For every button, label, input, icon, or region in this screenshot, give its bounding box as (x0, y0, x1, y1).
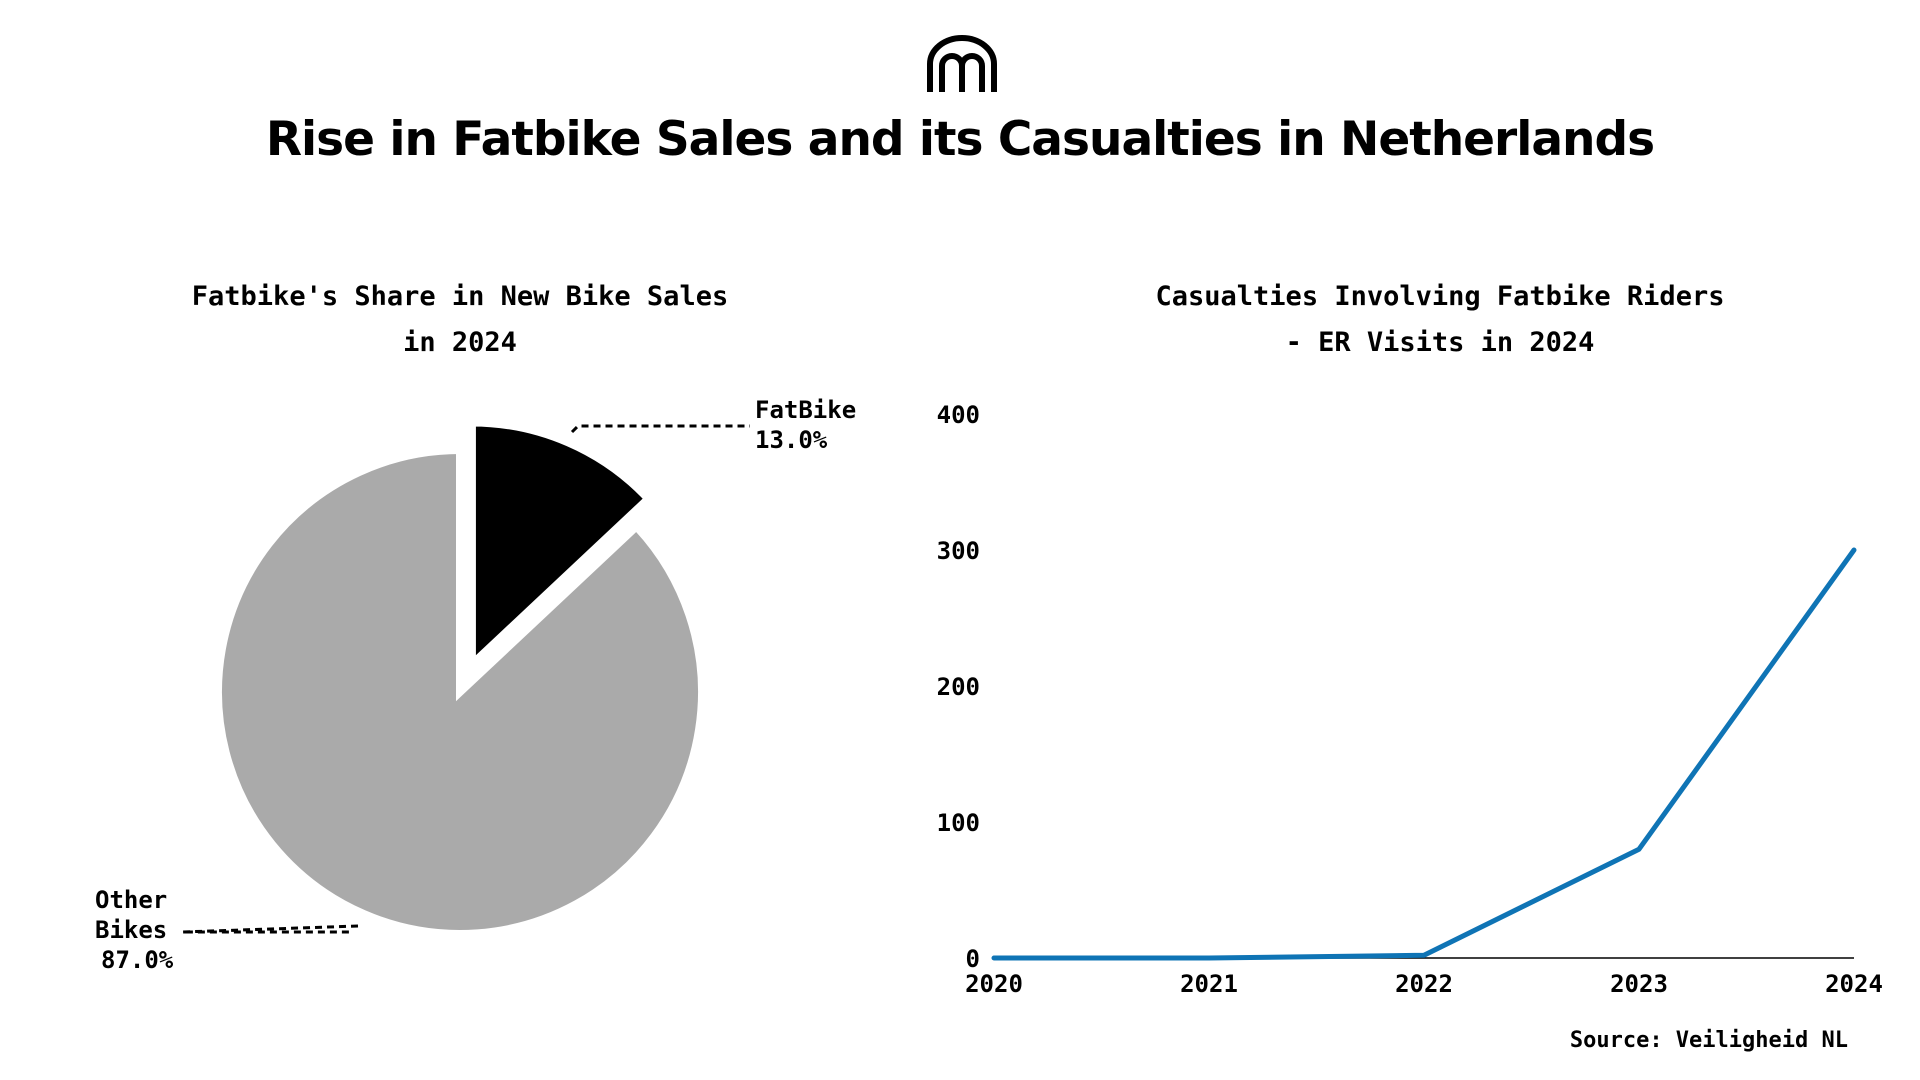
y-tick-label: 300 (937, 537, 980, 565)
pie-chart-title: Fatbike's Share in New Bike Sales in 202… (80, 274, 840, 366)
x-tick-label: 2022 (1395, 970, 1453, 998)
pie-label-text: Other (95, 886, 167, 914)
series-point (1853, 549, 1855, 551)
y-tick-label: 100 (937, 809, 980, 837)
series-point (1208, 957, 1210, 959)
y-tick-label: 200 (937, 673, 980, 701)
pie-slice-other-bikes (214, 445, 706, 938)
x-tick-label: 2024 (1825, 970, 1883, 998)
pie-slice-fatbike (467, 418, 654, 674)
pie-leader-line (570, 424, 750, 434)
source-note: Source: Veiligheid NL (1569, 1028, 1848, 1053)
pie-title-line-2: in 2024 (403, 327, 517, 358)
brand-logo-icon (927, 35, 997, 92)
page-title: Rise in Fatbike Sales and its Casualties… (265, 112, 1655, 167)
x-tick-label: 2023 (1610, 970, 1668, 998)
line-title-line-1: Casualties Involving Fatbike Riders (1155, 281, 1725, 312)
pie-label-text: 87.0% (101, 946, 174, 974)
y-tick-label: 400 (937, 401, 980, 429)
series-point (993, 957, 995, 959)
pie-label-text: 13.0% (755, 426, 828, 454)
series-line (991, 547, 1857, 961)
pie-label-text: FatBike (755, 396, 856, 424)
x-tick-label: 2020 (965, 970, 1023, 998)
pie-label-text: Bikes (95, 916, 167, 944)
series-point (1423, 954, 1425, 956)
pie-leader-line (181, 924, 359, 934)
x-tick-label: 2021 (1180, 970, 1238, 998)
line-chart: 0 100 200 300 400 2020 2021 2022 2023 2024 (937, 401, 1883, 998)
y-tick-label: 0 (966, 945, 980, 973)
line-chart-title: Casualties Involving Fatbike Riders - ER… (1030, 274, 1850, 366)
pie-title-line-1: Fatbike's Share in New Bike Sales (191, 281, 729, 312)
line-title-line-2: - ER Visits in 2024 (1285, 327, 1595, 358)
series-point (1638, 848, 1640, 850)
